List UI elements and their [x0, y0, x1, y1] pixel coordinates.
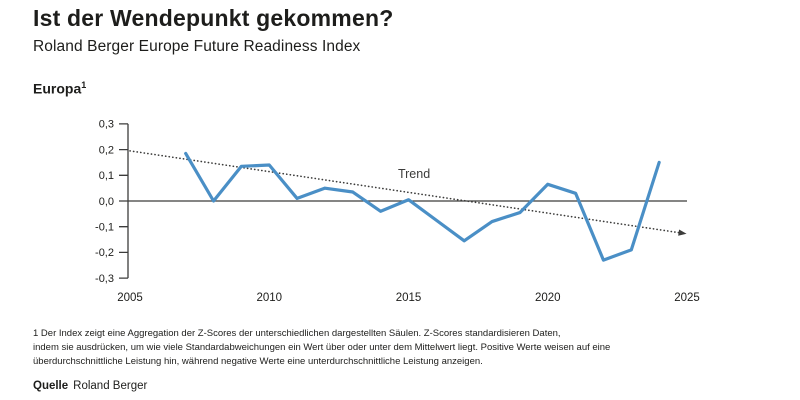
y-tick-label: -0,1: [95, 222, 114, 234]
y-tick-label: -0,3: [95, 273, 114, 285]
chart-series-label: Europa1: [33, 80, 86, 97]
footnote: 1 Der Index zeigt eine Aggregation der Z…: [33, 327, 733, 369]
source-label: Quelle: [33, 380, 69, 392]
y-tick-label: -0,2: [95, 247, 114, 259]
y-tick-label: 0,1: [99, 170, 114, 182]
x-tick-label: 2005: [117, 292, 143, 304]
footnote-line: 1 Der Index zeigt eine Aggregation der Z…: [33, 328, 561, 339]
trend-arrowhead-icon: [678, 229, 687, 236]
source-value: Roland Berger: [73, 380, 148, 392]
y-axis: [119, 123, 129, 279]
chart-series-label-text: Europa: [33, 80, 82, 97]
europa-series-line: [184, 151, 661, 262]
footnote-line: indem sie ausdrücken, um wie viele Stand…: [33, 342, 611, 353]
page-title: Ist der Wendepunkt gekommen?: [33, 5, 394, 31]
source-line: Quelle Roland Berger: [33, 380, 147, 392]
y-tick-label: 0,3: [99, 119, 114, 131]
footnote-line: überdurchschnittliche Leistung hin, währ…: [33, 356, 483, 367]
y-tick-label: 0,2: [99, 144, 114, 156]
trend-line: [129, 150, 680, 234]
trend-label: Trend: [398, 167, 430, 181]
x-tick-label: 2025: [674, 292, 700, 304]
y-tick-label: 0,0: [99, 196, 114, 208]
x-tick-label: 2015: [396, 292, 422, 304]
x-tick-label: 2010: [256, 292, 282, 304]
page-subtitle: Roland Berger Europe Future Readiness In…: [33, 38, 361, 55]
x-tick-label: 2020: [535, 292, 561, 304]
footnote-marker: 1: [81, 80, 87, 90]
